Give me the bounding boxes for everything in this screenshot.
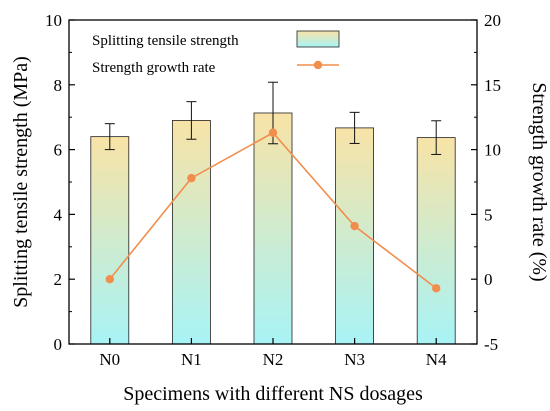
legend-label-bar: Splitting tensile strength xyxy=(92,33,239,49)
growth-rate-point-N4 xyxy=(432,284,441,293)
x-tick-label: N1 xyxy=(181,350,202,369)
legend-label-line: Strength growth rate xyxy=(92,60,216,76)
y-right-tick-label: 0 xyxy=(484,270,493,289)
growth-rate-point-N2 xyxy=(268,128,278,137)
error-bar-series xyxy=(104,81,442,155)
y-left-tick-label: 4 xyxy=(54,205,63,224)
growth-rate-point-N1 xyxy=(187,173,196,183)
legend-swatch-bar xyxy=(296,30,340,48)
y-axis-right: -5 0 5 10 15 20 xyxy=(471,11,501,354)
line-series xyxy=(105,128,441,293)
y-left-tick-label: 2 xyxy=(54,270,63,289)
bar-N4 xyxy=(416,137,456,345)
y-left-tick-label: 10 xyxy=(45,11,62,30)
y-left-tick-label: 0 xyxy=(54,335,63,354)
x-tick-label: N0 xyxy=(99,350,120,369)
x-tick-label: N2 xyxy=(263,350,284,369)
y-right-tick-label: 5 xyxy=(484,205,493,224)
bar-N0 xyxy=(90,136,130,345)
y-right-tick-label: 10 xyxy=(484,141,501,160)
legend: Splitting tensile strength Strength grow… xyxy=(92,30,340,76)
y-axis-left: 0 2 4 6 8 10 xyxy=(45,11,75,354)
legend-swatch-marker xyxy=(313,60,323,70)
y-left-tick-label: 6 xyxy=(54,141,63,160)
y-right-tick-label: 15 xyxy=(484,76,501,95)
bar-series xyxy=(90,112,456,345)
x-tick-label: N3 xyxy=(344,350,365,369)
bar-N1 xyxy=(171,120,211,345)
y-axis-left-title: Splitting tensile strength (MPa) xyxy=(10,56,32,308)
y-axis-right-title: Strength growth rate (%) xyxy=(528,82,550,281)
x-axis-title: Specimens with different NS dosages xyxy=(123,383,423,405)
y-right-tick-label: 20 xyxy=(484,11,501,30)
x-axis: N0 N1 N2 N3 N4 xyxy=(99,338,447,369)
y-left-tick-label: 8 xyxy=(54,76,63,95)
growth-rate-point-N3 xyxy=(350,221,359,231)
bar-N2 xyxy=(253,112,293,345)
growth-rate-point-N0 xyxy=(105,275,115,284)
y-right-tick-label: -5 xyxy=(484,335,498,354)
x-tick-label: N4 xyxy=(426,350,447,369)
